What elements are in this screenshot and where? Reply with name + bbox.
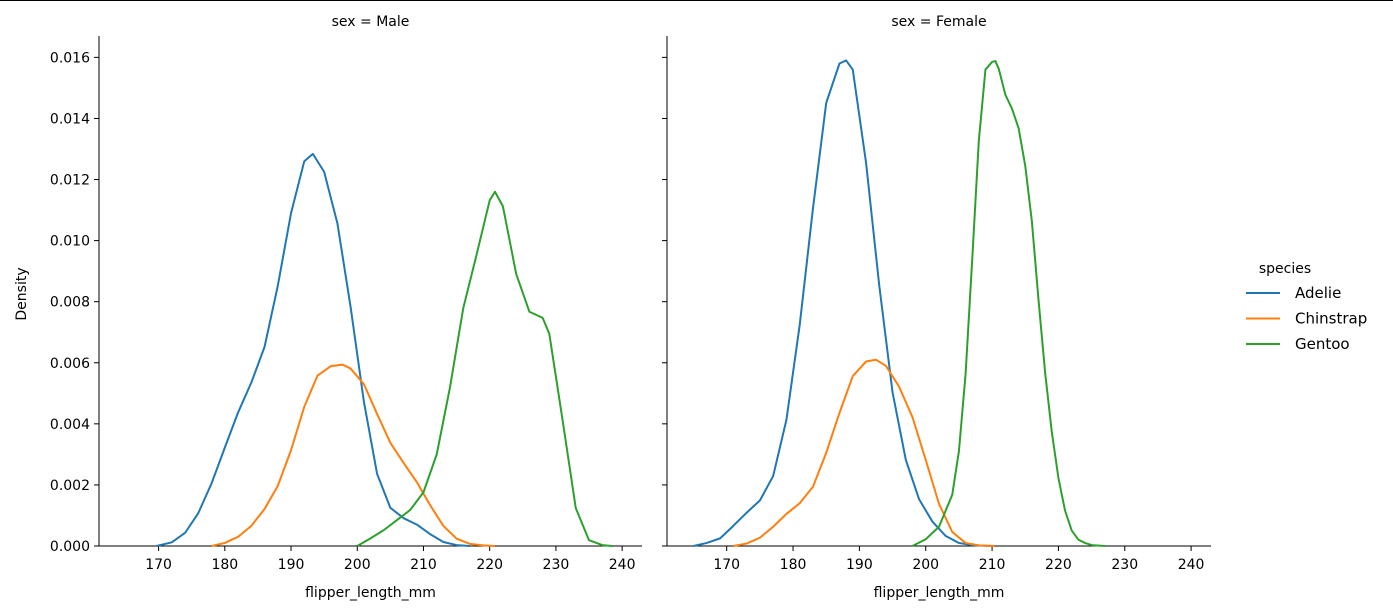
kde-line-male-chinstrap — [211, 363, 496, 547]
y-tick-label-male-6: 0.012 — [50, 173, 90, 189]
window-top-border — [0, 0, 1393, 1]
x-axis-label-male: flipper_length_mm — [305, 585, 436, 601]
x-tick-label-female-240: 240 — [1178, 557, 1205, 573]
y-tick-label-male-4: 0.008 — [50, 295, 90, 311]
y-tick-label-male-7: 0.014 — [50, 111, 90, 127]
x-tick-label-female-200: 200 — [912, 557, 939, 573]
y-tick-label-male-1: 0.002 — [50, 478, 90, 494]
kde-line-male-gentoo — [356, 190, 613, 547]
x-tick-label-male-200: 200 — [344, 557, 371, 573]
legend-label-chinstrap: Chinstrap — [1295, 310, 1367, 328]
x-tick-label-male-180: 180 — [211, 557, 238, 573]
panel-title-male: sex = Male — [332, 14, 410, 30]
kde-line-male-adelie — [156, 152, 470, 547]
x-tick-label-male-240: 240 — [609, 557, 636, 573]
x-tick-label-male-220: 220 — [476, 557, 503, 573]
legend: species Adelie Chinstrap Gentoo — [1246, 261, 1367, 353]
legend-label-adelie: Adelie — [1295, 284, 1341, 302]
y-tick-label-male-5: 0.010 — [50, 234, 90, 250]
x-tick-label-female-230: 230 — [1111, 557, 1138, 573]
x-tick-label-female-210: 210 — [979, 557, 1006, 573]
kde-line-female-chinstrap — [733, 358, 995, 547]
panel-female: sex = Female 170 180 190 200 210 220 230 240 flip… — [662, 14, 1211, 601]
x-axis-label-female: flipper_length_mm — [874, 585, 1005, 601]
legend-label-gentoo: Gentoo — [1295, 335, 1350, 353]
y-axis-label: Density — [14, 267, 30, 320]
y-tick-label-male-0: 0.000 — [50, 539, 90, 555]
x-tick-label-female-220: 220 — [1045, 557, 1072, 573]
x-tick-label-female-180: 180 — [780, 557, 807, 573]
x-tick-label-male-190: 190 — [278, 557, 305, 573]
y-tick-label-male-2: 0.004 — [50, 417, 90, 433]
x-tick-label-female-170: 170 — [713, 557, 740, 573]
kde-line-female-gentoo — [912, 60, 1105, 547]
x-tick-label-female-190: 190 — [846, 557, 873, 573]
y-tick-label-male-3: 0.006 — [50, 356, 90, 372]
kde-line-female-adelie — [693, 59, 995, 547]
x-tick-label-male-170: 170 — [145, 557, 172, 573]
x-tick-label-male-210: 210 — [410, 557, 437, 573]
x-tick-label-male-230: 230 — [543, 557, 570, 573]
y-tick-label-male-8: 0.016 — [50, 50, 90, 66]
legend-title: species — [1259, 261, 1311, 277]
panel-title-female: sex = Female — [891, 14, 986, 30]
panel-male: sex = Male 170 180 190 200 210 220 230 240 0.000 0… — [50, 14, 642, 601]
